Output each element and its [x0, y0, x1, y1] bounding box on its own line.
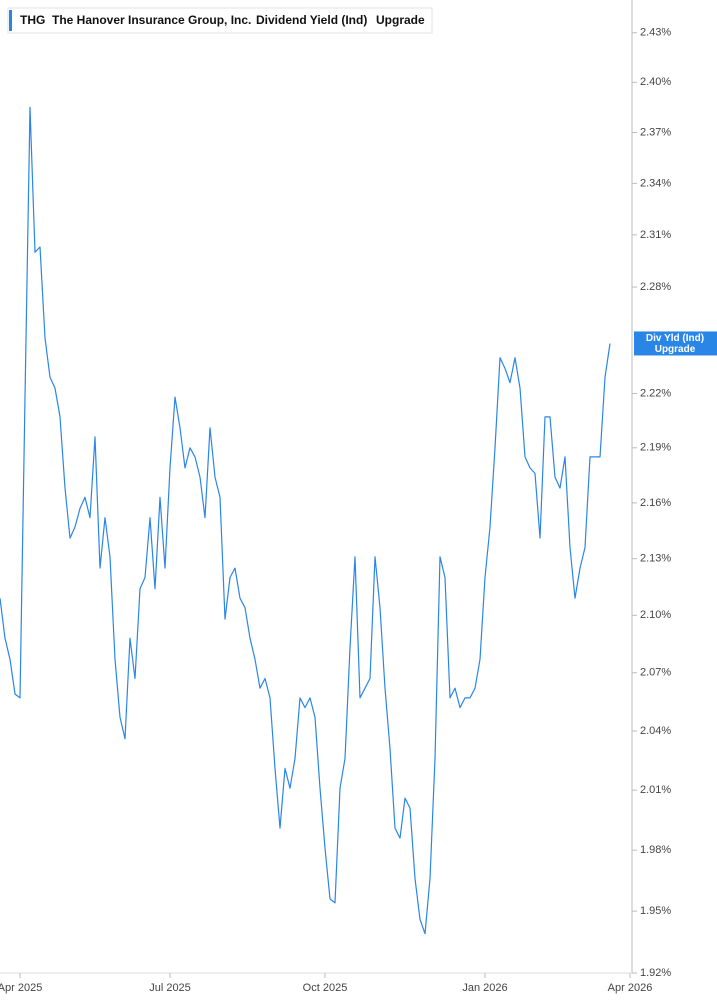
y-tick-label: 2.31%	[640, 229, 671, 241]
x-tick-label: Apr 2025	[0, 982, 42, 994]
x-tick-label: Oct 2025	[303, 982, 348, 994]
y-tick-label: 1.98%	[640, 844, 671, 856]
header-box	[7, 7, 433, 34]
y-tick-label: 2.07%	[640, 667, 671, 679]
y-tick-label: 2.13%	[640, 553, 671, 565]
y-tick-label: 2.10%	[640, 609, 671, 621]
x-tick-label: Apr 2026	[608, 982, 653, 994]
y-tick-label: 2.40%	[640, 76, 671, 88]
y-tick-label: 2.28%	[640, 281, 671, 293]
y-tick-label: 2.16%	[640, 497, 671, 509]
line	[0, 106, 611, 935]
y-tick-label: 1.95%	[640, 905, 671, 917]
last-value-source: Upgrade	[655, 344, 696, 355]
y-tick-label: 2.22%	[640, 387, 671, 399]
y-tick-label: 2.01%	[640, 784, 671, 796]
y-tick-label: 2.37%	[640, 126, 671, 138]
y-tick-label: 2.34%	[640, 177, 671, 189]
company: The Hanover Insurance Group, Inc.	[52, 13, 251, 27]
y-tick-label: 1.92%	[640, 967, 671, 979]
x-tick-label: Jul 2025	[149, 982, 191, 994]
last-value-name: Div Yld (Ind)	[646, 333, 704, 344]
series-name: Dividend Yield (Ind)	[256, 13, 367, 27]
ticker: THG	[20, 13, 45, 27]
last-value-box	[634, 331, 717, 356]
y-tick-label: 2.43%	[640, 27, 671, 39]
y-tick-label: 2.04%	[640, 725, 671, 737]
header-marker	[9, 10, 12, 31]
source: Upgrade	[376, 13, 425, 27]
y-tick-label: 2.19%	[640, 442, 671, 454]
x-tick-label: Jan 2026	[462, 982, 507, 994]
